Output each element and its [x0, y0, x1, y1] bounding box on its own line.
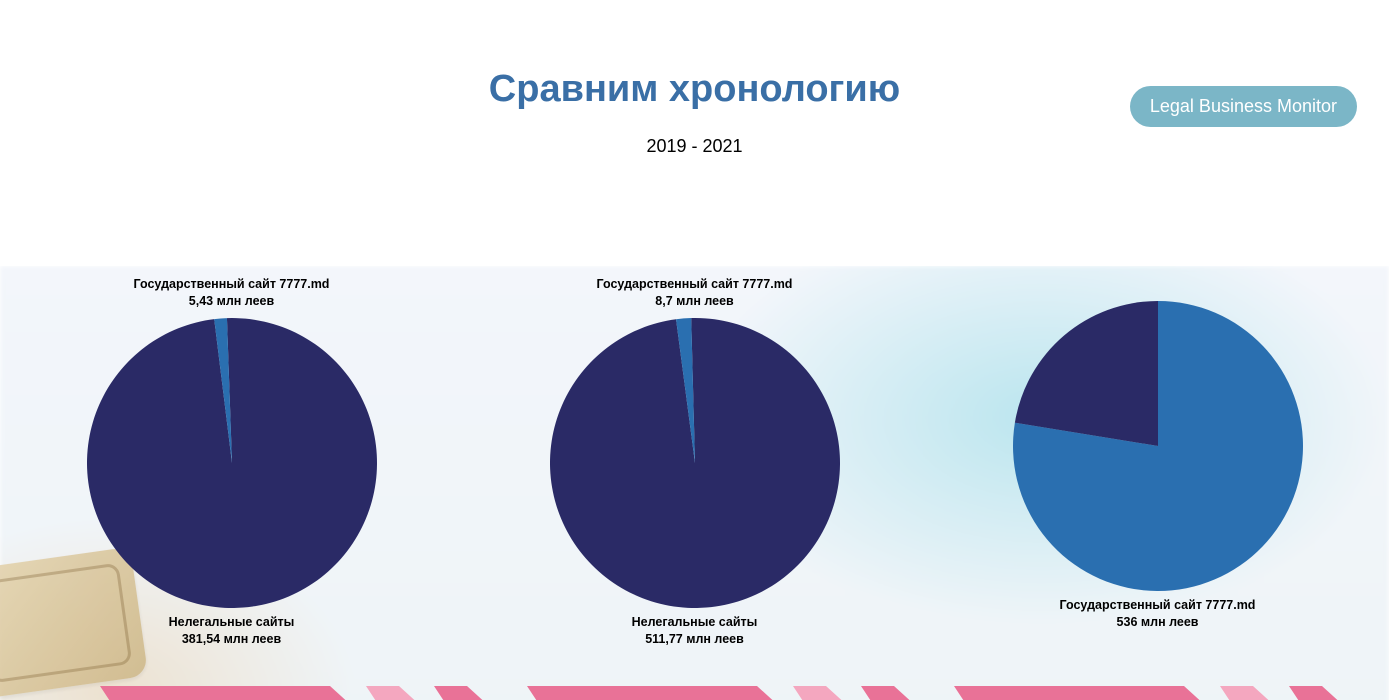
chart-col-2021: Государственный сайт 7777.md 536 млн лее… [943, 276, 1373, 648]
timeline: 2019 2020 2021 [0, 686, 1389, 700]
chart-col-2019: Государственный сайт 7777.md 5,43 млн ле… [17, 276, 447, 648]
bot-label-line2: 536 млн леев [1117, 615, 1199, 629]
timeline-chevron [1289, 686, 1352, 700]
top-label-line2: 8,7 млн леев [655, 294, 733, 308]
chart-col-2020: Государственный сайт 7777.md 8,7 млн лее… [480, 276, 910, 648]
bot-label-line1: Нелегальные сайты [632, 615, 758, 629]
chart-bottom-label: Государственный сайт 7777.md 536 млн лее… [943, 597, 1373, 631]
bot-label-line2: 511,77 млн леев [645, 632, 744, 646]
timeline-chevron [861, 686, 924, 700]
page-subtitle: 2019 - 2021 [0, 136, 1389, 157]
chart-top-label: Государственный сайт 7777.md 5,43 млн ле… [17, 276, 447, 310]
chart-top-label: Государственный сайт 7777.md 8,7 млн лее… [480, 276, 910, 310]
brand-badge: Legal Business Monitor [1130, 86, 1357, 127]
charts-row: Государственный сайт 7777.md 5,43 млн ле… [0, 266, 1389, 648]
chart-right-label [1229, 336, 1379, 370]
chart-bottom-label: Нелегальные сайты 381,54 млн леев [17, 614, 447, 648]
charts-band: Государственный сайт 7777.md 5,43 млн ле… [0, 266, 1389, 700]
top-label-line1: Государственный сайт 7777.md [597, 277, 793, 291]
timeline-gap [924, 686, 954, 700]
timeline-year-arrow: 2019 [100, 686, 360, 700]
timeline-year-arrow: 2021 [954, 686, 1214, 700]
pie-2019 [87, 318, 377, 608]
pie-slice [1014, 301, 1157, 446]
timeline-gap [497, 686, 527, 700]
timeline-chevron [1220, 686, 1283, 700]
chart-top-label [943, 276, 1373, 293]
pie-2020 [550, 318, 840, 608]
bot-label-line2: 381,54 млн леев [182, 632, 281, 646]
bot-label-line1: Нелегальные сайты [169, 615, 295, 629]
top-label-line2: 5,43 млн леев [189, 294, 274, 308]
timeline-chevron [366, 686, 429, 700]
timeline-chevron [434, 686, 497, 700]
bot-label-line1: Государственный сайт 7777.md [1060, 598, 1256, 612]
top-label-line1: Государственный сайт 7777.md [134, 277, 330, 291]
timeline-year-arrow: 2020 [527, 686, 787, 700]
timeline-chevron [793, 686, 856, 700]
chart-bottom-label: Нелегальные сайты 511,77 млн леев [480, 614, 910, 648]
